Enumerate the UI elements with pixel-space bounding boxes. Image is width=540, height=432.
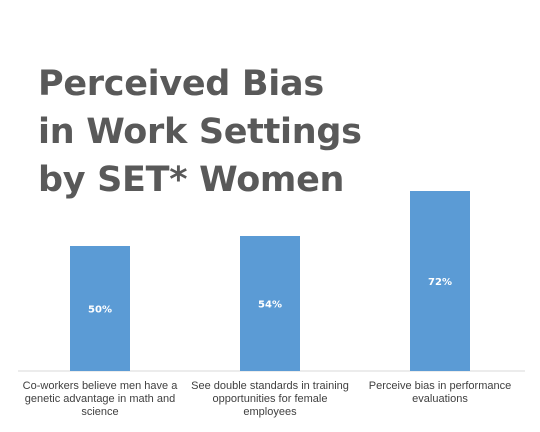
bars-group: 50% 54% 72%	[70, 191, 470, 371]
chart-title-line-2: in Work Settings	[38, 112, 362, 152]
bar-2	[240, 236, 300, 371]
bar-value-label-2: 54%	[258, 300, 282, 311]
bar-value-label-3: 72%	[428, 277, 452, 288]
category-label-1: Co-workers believe men have a genetic ad…	[22, 380, 178, 418]
chart-title-line-3: by SET* Women	[38, 160, 345, 200]
chart-title-line-1: Perceived Bias	[38, 64, 324, 104]
category-label-3: Perceive bias in performance evaluations	[368, 380, 512, 405]
category-label-2: See double standards in training opportu…	[191, 380, 349, 418]
bar-3	[410, 191, 470, 371]
bar-1	[70, 246, 130, 371]
bar-value-label-1: 50%	[88, 305, 112, 316]
chart-title: Perceived Bias in Work Settings by SET* …	[38, 60, 398, 204]
